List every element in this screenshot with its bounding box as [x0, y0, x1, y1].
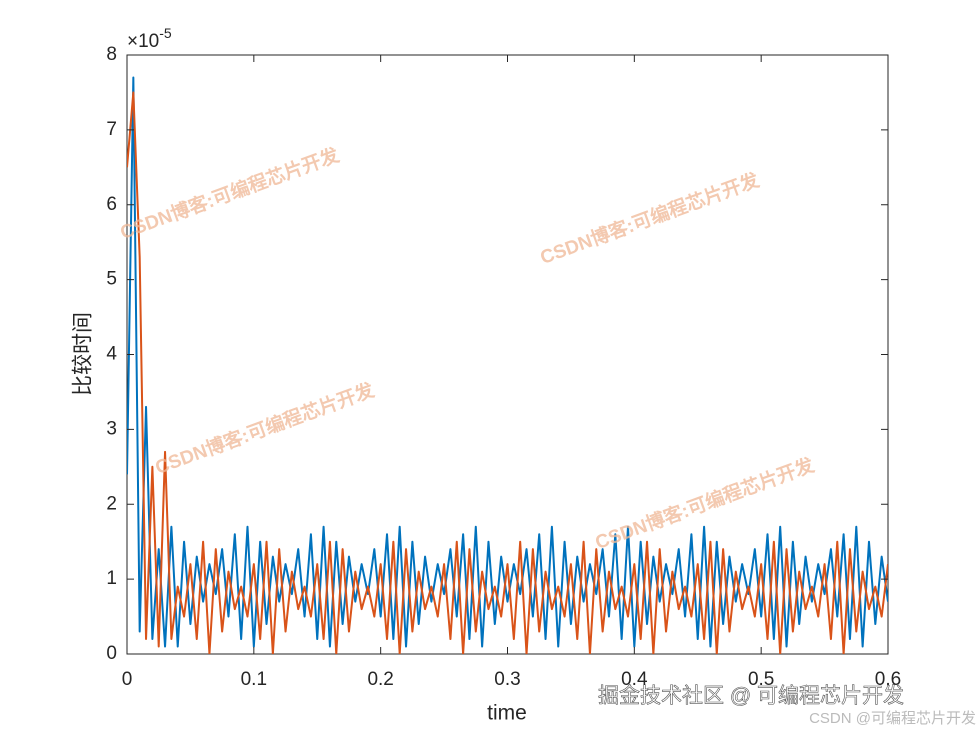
y-tick-label: 1	[106, 568, 117, 589]
x-tick-label: 0.2	[367, 669, 393, 690]
footer-watermark: CSDN @可编程芯片开发	[809, 710, 976, 727]
y-tick-label: 2	[106, 493, 117, 514]
x-tick-label: 0.5	[748, 669, 774, 690]
x-tick-label: 0.6	[875, 669, 901, 690]
x-tick-label: 0	[122, 669, 133, 690]
x-axis-label: time	[487, 702, 527, 725]
x-tick-label: 0.3	[494, 669, 520, 690]
y-multiplier: ×10-5	[127, 25, 172, 52]
y-tick-label: 6	[106, 194, 117, 215]
y-axis-label: 比较时间	[72, 312, 95, 396]
axes-box	[126, 54, 889, 655]
plot-area	[127, 76, 888, 654]
y-multiplier-exponent: -5	[159, 25, 172, 41]
footer-watermark: 掘金技术社区 @ 可编程芯片开发	[598, 685, 904, 708]
y-tick-label: 4	[106, 344, 117, 365]
y-tick-label: 3	[106, 418, 117, 439]
y-tick-label: 8	[106, 44, 117, 65]
x-tick-label: 0.1	[241, 669, 267, 690]
x-tick-label: 0.4	[621, 669, 648, 690]
y-tick-label: 0	[106, 643, 117, 664]
y-multiplier-base: ×10	[127, 31, 159, 52]
data-line	[127, 91, 888, 654]
y-tick-label: 5	[106, 269, 117, 290]
data-line	[127, 76, 888, 648]
y-tick-label: 7	[106, 119, 117, 140]
